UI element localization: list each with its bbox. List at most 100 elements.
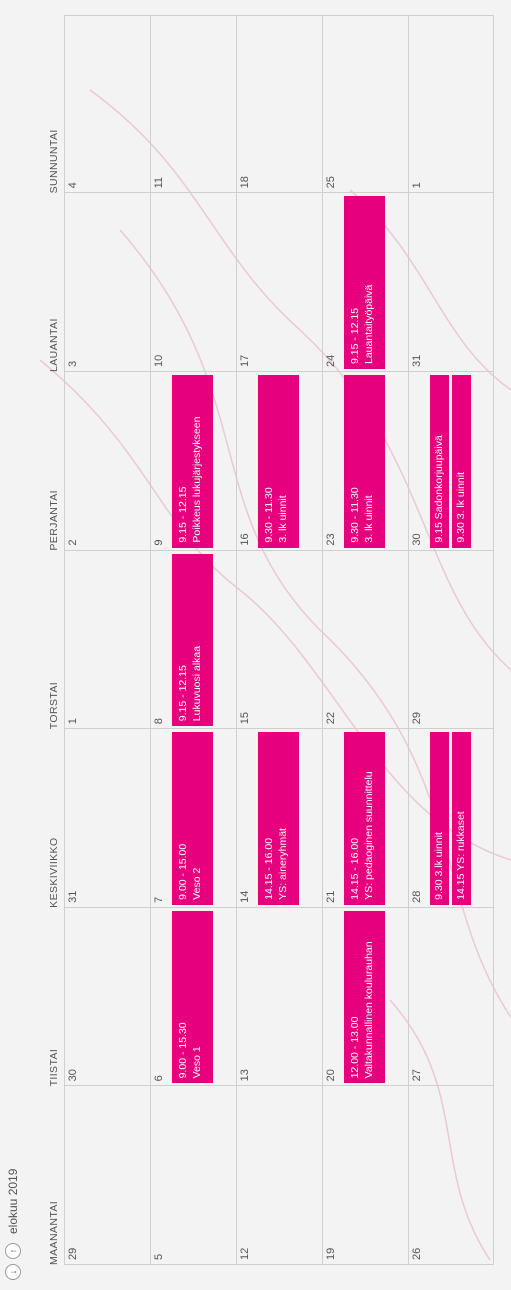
day-number: 18 <box>239 176 251 189</box>
day-cell[interactable]: 13 <box>236 907 322 1087</box>
day-number: 15 <box>239 711 251 725</box>
calendar-event[interactable]: 9.30 - 11.30 3. lk uinnit <box>344 375 385 548</box>
day-number: 4 <box>67 182 79 189</box>
day-number: 29 <box>67 1247 79 1260</box>
day-cell[interactable]: 26 <box>408 1086 494 1265</box>
day-cell[interactable]: 11 <box>150 14 236 194</box>
event-summary: 9.30 3. lk uinnit <box>455 471 467 543</box>
next-month-button[interactable]: ↑ <box>5 1243 21 1259</box>
event-summary: 9.30 3.lk uinnit <box>433 832 445 900</box>
day-number: 19 <box>325 1247 337 1260</box>
calendar-event[interactable]: 9.30 - 11.30 3. lk uinnit <box>258 375 299 548</box>
calendar-event[interactable]: 9.15 Sadonkorjuupäivä <box>430 375 449 548</box>
calendar-event[interactable]: 14.15 - 16.00 YS: pedaoginen suunnittelu <box>344 732 385 905</box>
weekday-header-5: PERJANTAI <box>48 490 60 551</box>
arrow-down-icon: ↓ <box>7 1269 18 1275</box>
calendar-grid: 29 30 31 1 2 3 4 5 6 7 8 9 10 11 12 13 14 15 16 17 18 19 20 21 2… <box>64 14 494 1265</box>
event-title: Lauantaityöpäivä <box>363 284 375 364</box>
event-title: Lukuvuosi alkaa <box>191 645 203 722</box>
day-cell[interactable]: 31 <box>64 729 150 908</box>
event-title: 3. lk uinnit <box>363 495 375 543</box>
day-number: 25 <box>325 176 337 189</box>
day-number: 31 <box>411 354 423 367</box>
event-title: Veso 2 <box>191 867 203 900</box>
calendar-event[interactable]: 9.00 - 15.00 Veso 2 <box>172 732 213 905</box>
event-summary: 14.15 YS: rukkaset <box>455 811 467 900</box>
calendar-event[interactable]: 12.00 - 13.00 Valtakunnallinen koulurauha… <box>344 910 385 1084</box>
day-number: 22 <box>325 711 337 725</box>
event-time: 9.30 - 11.30 <box>349 487 361 543</box>
event-time: 9.15 - 12.15 <box>177 665 189 722</box>
day-number: 8 <box>153 718 165 725</box>
day-cell[interactable]: 12 <box>236 1086 322 1265</box>
day-cell[interactable]: 1 <box>408 14 494 194</box>
calendar-event[interactable]: 9.00 - 15.30 Veso 1 <box>172 910 213 1084</box>
day-cell[interactable]: 27 <box>408 907 494 1087</box>
day-cell[interactable]: 10 <box>150 193 236 372</box>
day-cell[interactable]: 5 <box>150 1086 236 1265</box>
day-cell[interactable]: 30 <box>64 907 150 1087</box>
day-number: 16 <box>239 533 251 546</box>
previous-month-button[interactable]: ↓ <box>5 1264 21 1280</box>
event-title: Valtakunnallinen koulurauhan <box>363 941 375 1079</box>
event-title: YS: pedaoginen suunnittelu <box>363 771 375 900</box>
day-cell[interactable]: 29 <box>408 550 494 730</box>
day-number: 2 <box>67 539 79 546</box>
day-cell[interactable]: 30 <box>408 372 494 551</box>
day-number: 9 <box>153 539 165 546</box>
event-time: 9.15 - 12.15 <box>177 486 189 543</box>
month-title: elokuu 2019 <box>6 1168 20 1234</box>
day-cell[interactable]: 17 <box>236 193 322 372</box>
day-number: 21 <box>325 890 337 903</box>
day-cell[interactable]: 29 <box>64 1086 150 1265</box>
event-title: 3. lk uinnit <box>277 495 289 543</box>
calendar-event[interactable]: 9.15 - 12.15 Lauantaityöpäivä <box>344 196 385 369</box>
event-title: Poikkeus lukujärjestykseen <box>191 416 203 543</box>
day-cell[interactable]: 3 <box>64 193 150 372</box>
day-number: 5 <box>153 1253 165 1260</box>
calendar-event[interactable]: 9.30 3.lk uinnit <box>430 732 449 905</box>
day-cell[interactable]: 28 <box>408 729 494 908</box>
day-number: 11 <box>153 176 165 189</box>
day-cell[interactable]: 31 <box>408 193 494 372</box>
weekday-header-4: TORSTAI <box>48 681 60 730</box>
day-cell[interactable]: 1 <box>64 550 150 730</box>
event-time: 9.00 - 15.30 <box>177 1022 189 1079</box>
weekday-header-7: SUNNUNTAI <box>48 129 60 194</box>
day-number: 7 <box>153 896 165 903</box>
day-cell[interactable]: 2 <box>64 372 150 551</box>
event-summary: 9.15 Sadonkorjuupäivä <box>433 435 445 543</box>
day-cell[interactable]: 22 <box>322 550 408 730</box>
calendar-event[interactable]: 9.15 - 12.15 Lukuvuosi alkaa <box>172 553 213 727</box>
calendar-event[interactable]: 9.30 3. lk uinnit <box>452 375 471 548</box>
event-time: 14.15 - 16.00 <box>263 837 275 900</box>
day-cell[interactable]: 19 <box>322 1086 408 1265</box>
calendar-event[interactable]: 14.15 - 16.00 YS: aineryhmät <box>258 732 299 905</box>
event-time: 9.15 - 12.15 <box>349 307 361 364</box>
weekday-header-3: KESKIVIIKKO <box>48 837 60 908</box>
day-cell[interactable]: 18 <box>236 14 322 194</box>
day-number: 13 <box>239 1069 251 1082</box>
day-number: 29 <box>411 711 423 725</box>
day-cell[interactable]: 4 <box>64 14 150 194</box>
day-number: 1 <box>411 182 423 189</box>
month-navigation: ↓ ↑ elokuu 2019 <box>5 1169 21 1280</box>
event-time: 14.15 - 16.00 <box>349 837 361 900</box>
day-number: 1 <box>67 718 79 725</box>
day-number: 20 <box>325 1069 337 1082</box>
day-number: 14 <box>239 890 251 903</box>
day-number: 17 <box>239 354 251 367</box>
day-number: 26 <box>411 1247 423 1260</box>
calendar-event[interactable]: 9.15 - 12.15 Poikkeus lukujärjestykseen <box>172 375 213 548</box>
day-number: 30 <box>411 533 423 546</box>
event-time: 9.00 - 15.00 <box>177 843 189 900</box>
event-title: Veso 1 <box>191 1046 203 1079</box>
weekday-header-1: MAANANTAI <box>48 1200 60 1265</box>
calendar-event[interactable]: 14.15 YS: rukkaset <box>452 732 471 905</box>
day-number: 23 <box>325 533 337 546</box>
day-cell[interactable]: 15 <box>236 550 322 730</box>
weekday-header-2: TIISTAI <box>48 1048 60 1087</box>
day-number: 30 <box>67 1069 79 1082</box>
day-cell[interactable]: 25 <box>322 14 408 194</box>
arrow-up-icon: ↑ <box>7 1248 18 1254</box>
